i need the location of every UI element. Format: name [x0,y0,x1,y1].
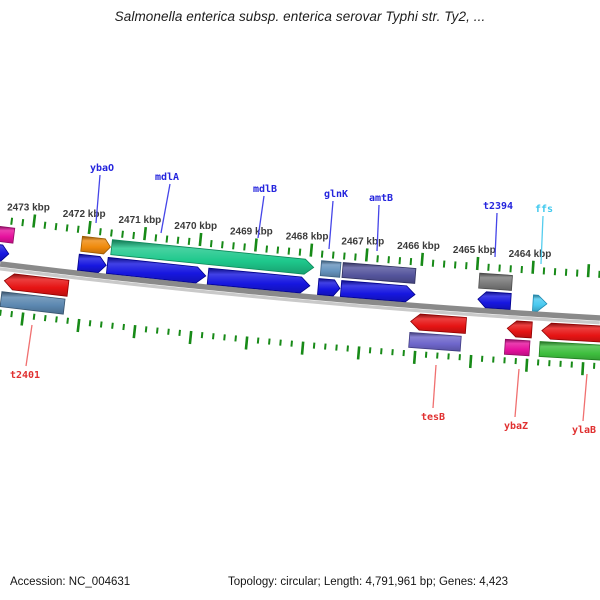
scale-ticks [0,214,600,376]
gene-feature-tesB-cds-reverse[interactable] [410,313,467,334]
gene-feature-ybaO-cds-forward[interactable] [76,253,107,273]
ring-category-bottom [0,291,600,362]
label-leader-line [582,373,588,422]
gene-label-t2394[interactable]: t2394 [483,201,513,212]
gene-feature-amtB-cds-forward[interactable] [339,280,416,303]
gene-label-amtB[interactable]: amtB [369,193,393,204]
scale-tick-label: 2464 kbp [509,249,552,260]
scale-tick-label: 2465 kbp [453,245,496,256]
gene-feature-t2401-category-bottom[interactable] [0,291,66,315]
gene-feature-ffs-cds-forward[interactable] [532,294,548,312]
label-leader-line [376,204,380,252]
label-leader-line [328,200,334,250]
status-summary: Topology: circular; Length: 4,791,961 bp… [228,576,509,588]
gene-label-glnK[interactable]: glnK [324,189,348,200]
gene-labels-bottom: t2401 tesB ybaZ ylaB [10,324,596,436]
gene-label-ylaB[interactable]: ylaB [572,425,596,436]
gene-feature-mdlA-mdlB-category-top[interactable] [110,239,315,275]
status-accession: Accession: NC_004631 [10,576,131,588]
gene-label-ffs[interactable]: ffs [535,204,553,215]
scale-tick-label: 2470 kbp [174,221,217,232]
ring-cds-forward [0,241,548,312]
scale-tick-label: 2472 kbp [63,209,106,220]
ring-category-top [0,226,513,291]
gene-label-ybaO[interactable]: ybaO [90,163,114,174]
gene-feature-mdlB-cds-forward[interactable] [206,267,311,294]
gene-feature-ylaB-cds-reverse[interactable] [541,322,600,343]
ring-cds-reverse [3,273,600,343]
scale-tick-label: 2469 kbp [230,227,273,238]
gene-feature-t2394-category-top[interactable] [478,272,513,291]
gene-labels-top: ybaO mdlA mdlB glnK amtB t2394 ffs [90,163,553,265]
gene-feature-tesB-category-bottom[interactable] [408,331,462,352]
gene-feature-unnamed-category-top[interactable] [0,226,16,244]
genome-backbone [0,261,600,325]
label-leader-line [540,215,544,265]
gene-feature-ybaO-category-top[interactable] [80,235,111,255]
label-leader-line [25,324,33,367]
gene-label-mdlB[interactable]: mdlB [253,184,277,195]
label-leader-line [95,174,101,224]
gene-feature-amtB-category-top[interactable] [341,262,417,284]
label-leader-line [494,212,498,258]
scale-tick-label: 2467 kbp [341,236,384,247]
gene-label-ybaZ[interactable]: ybaZ [504,421,528,432]
scale-labels: 2473 kbp 2472 kbp 2471 kbp 2470 kbp 2469 kbp… [7,203,551,260]
gene-feature-t2401-cds-reverse[interactable] [3,273,70,297]
label-leader-line [257,195,265,239]
scale-tick-label: 2471 kbp [118,215,161,226]
gene-feature-t2394-cds-forward[interactable] [477,291,512,310]
label-leader-line [514,368,520,418]
gene-feature-ybaZ-category-bottom[interactable] [503,338,531,357]
gene-feature-ybaZ-cds-reverse[interactable] [506,320,533,339]
gene-label-mdlA[interactable]: mdlA [155,172,179,183]
scale-tick-label: 2473 kbp [7,203,50,214]
scale-tick-label: 2468 kbp [286,232,329,243]
gene-feature-glnK-cds-forward[interactable] [317,278,341,297]
gene-feature-glnK-category-top[interactable] [319,260,342,278]
label-leader-line [160,183,171,234]
gene-feature-unnamed-cds-forward[interactable] [0,241,10,262]
gene-feature-ylaB-category-bottom[interactable] [538,341,600,362]
gene-label-tesB[interactable]: tesB [421,412,445,423]
gene-label-t2401[interactable]: t2401 [10,370,40,381]
scale-tick-label: 2466 kbp [397,241,440,252]
map-title: Salmonella enterica subsp. enterica sero… [114,9,486,24]
gene-feature-mdlA-cds-forward[interactable] [105,256,207,284]
label-leader-line [432,364,437,409]
